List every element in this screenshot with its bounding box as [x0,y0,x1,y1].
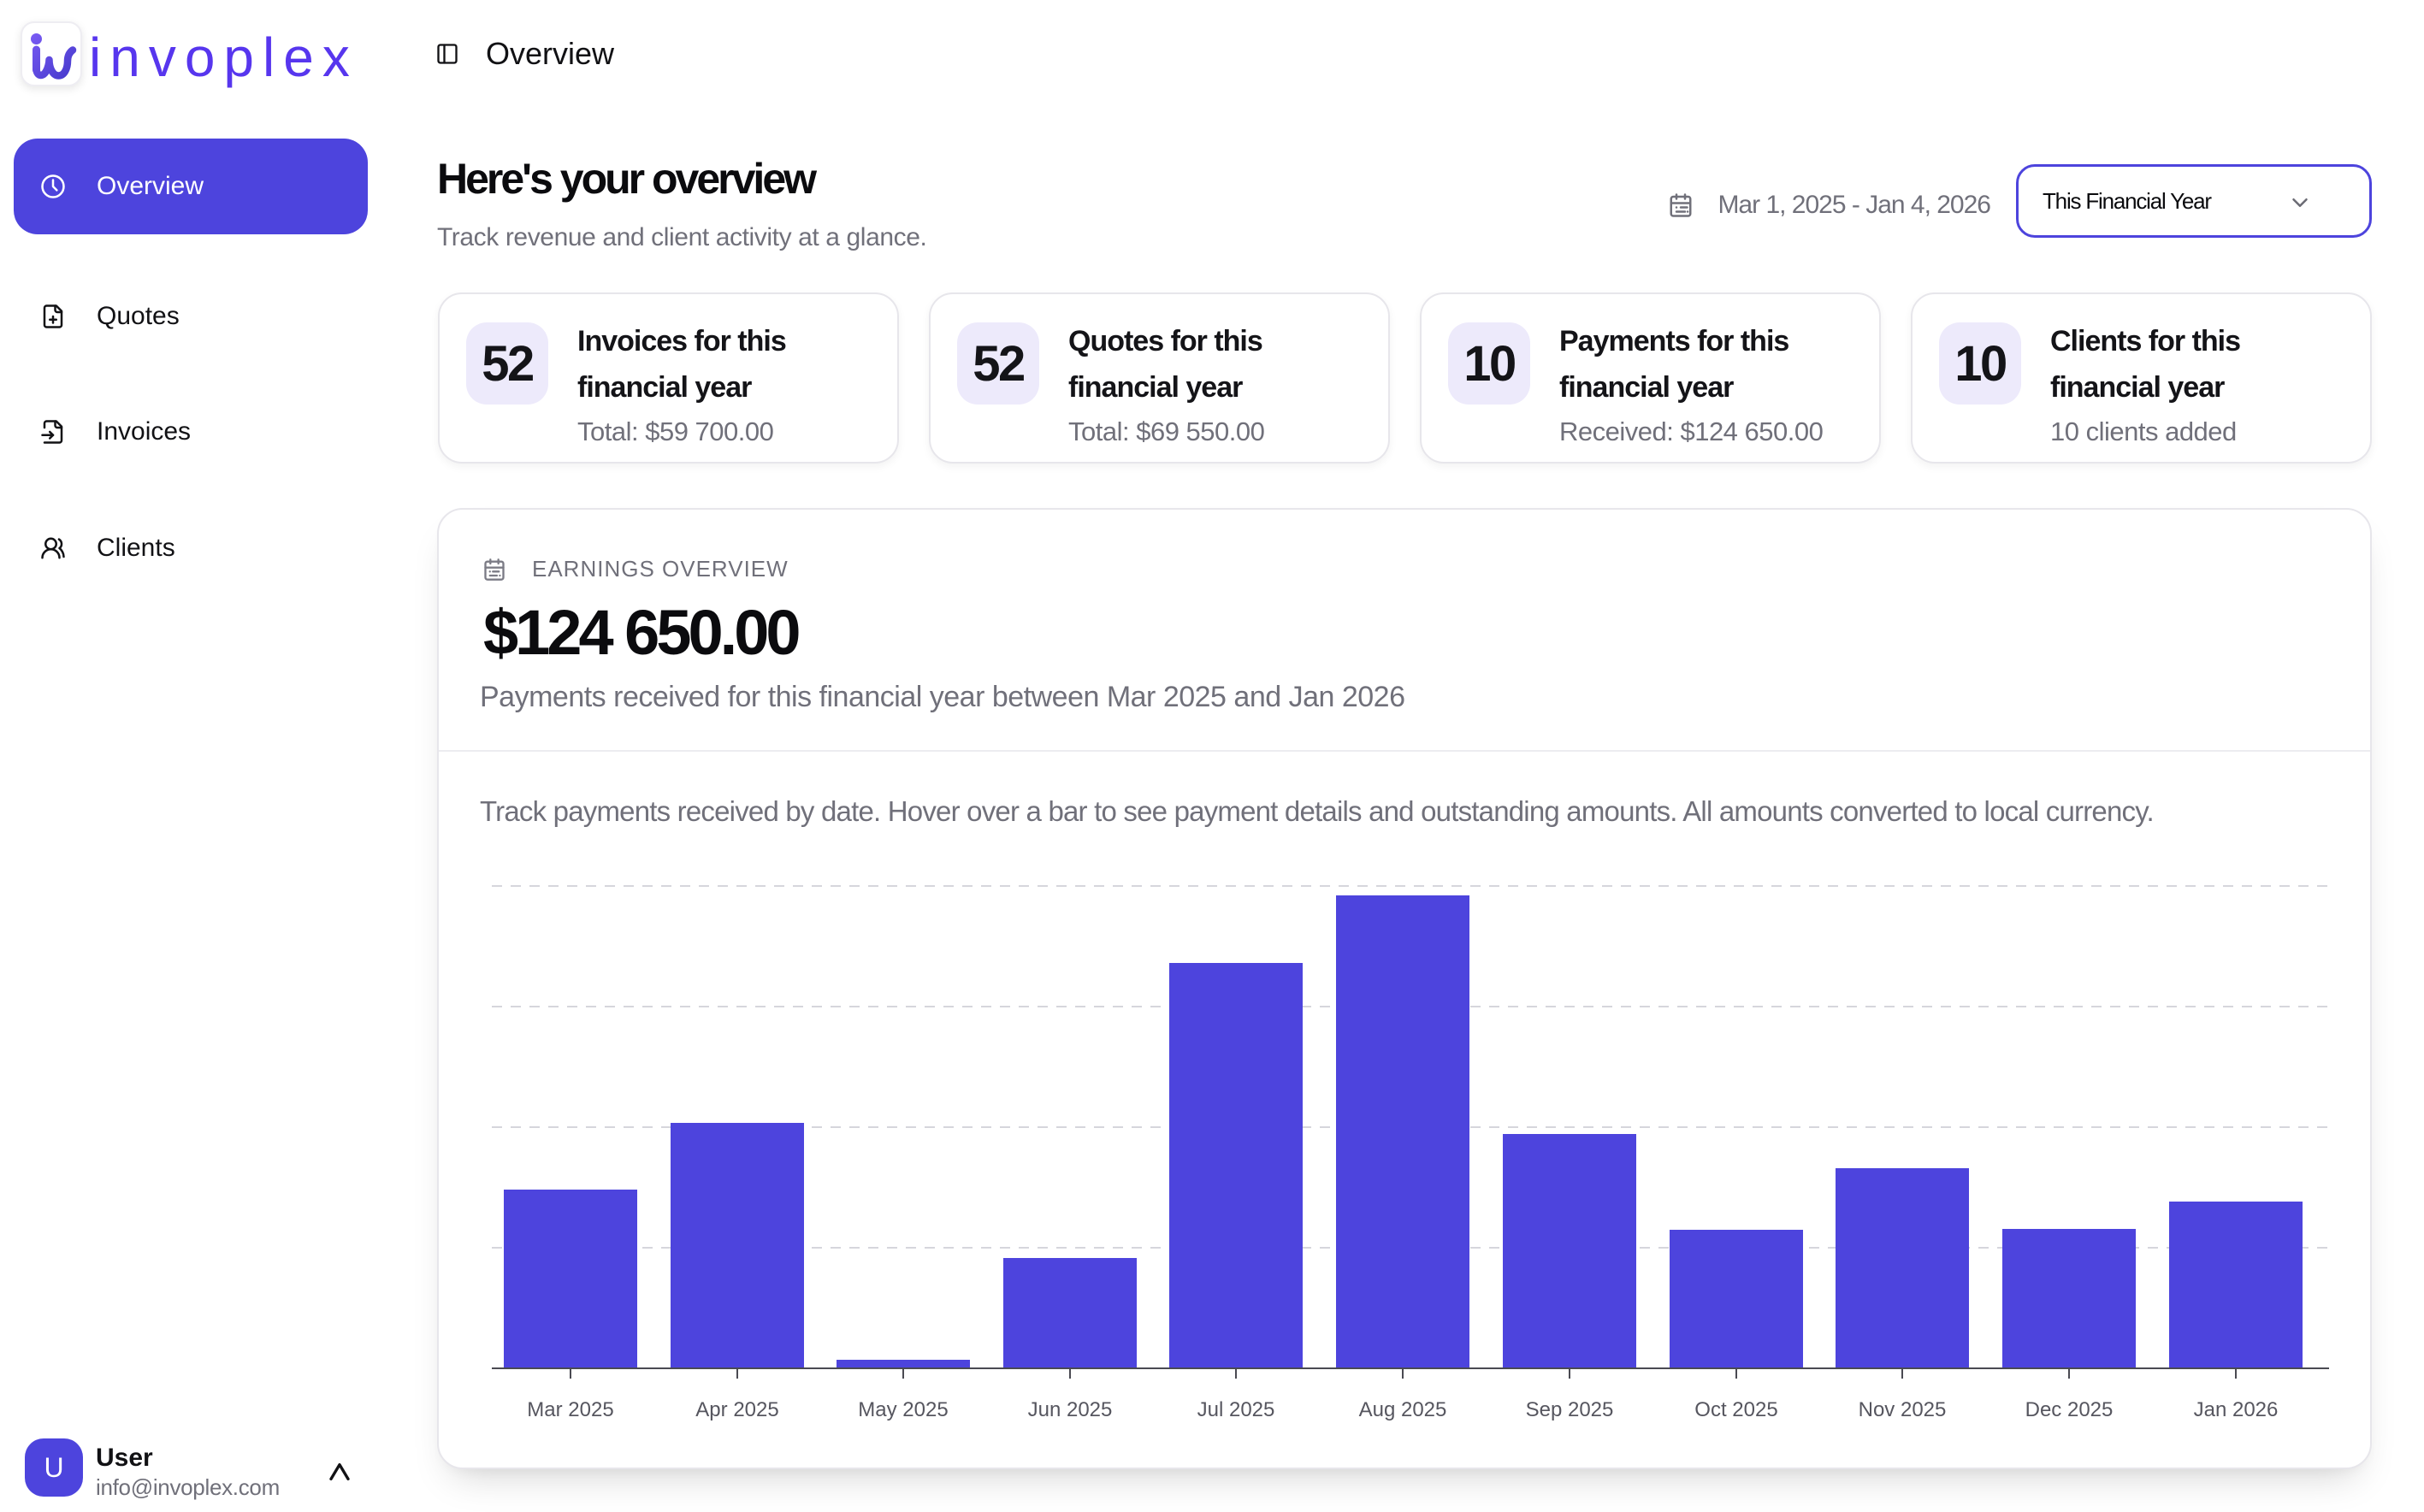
svg-text:Jul 2025: Jul 2025 [1197,1398,1275,1421]
svg-text:Apr 2025: Apr 2025 [695,1398,778,1421]
svg-text:Sep 2025: Sep 2025 [1526,1398,1614,1421]
svg-text:Nov 2025: Nov 2025 [1859,1398,1947,1421]
svg-text:May 2025: May 2025 [858,1398,948,1421]
svg-text:Aug 2025: Aug 2025 [1359,1398,1447,1421]
svg-text:Oct 2025: Oct 2025 [1694,1398,1777,1421]
svg-text:Jan 2026: Jan 2026 [2194,1398,2279,1421]
svg-text:Dec 2025: Dec 2025 [2025,1398,2114,1421]
svg-text:Mar 2025: Mar 2025 [527,1398,613,1421]
svg-text:Jun 2025: Jun 2025 [1028,1398,1113,1421]
